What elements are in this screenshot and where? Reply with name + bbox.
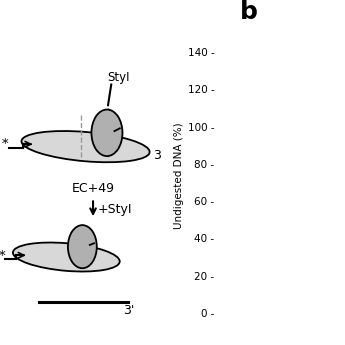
- Text: 3: 3: [153, 149, 161, 162]
- Text: +StyI: +StyI: [97, 203, 132, 216]
- Ellipse shape: [13, 243, 120, 272]
- Text: StyI: StyI: [107, 71, 130, 84]
- Text: b: b: [240, 0, 258, 24]
- Text: *: *: [2, 138, 9, 151]
- Ellipse shape: [68, 225, 97, 268]
- Ellipse shape: [91, 110, 122, 156]
- Y-axis label: Undigested DNA (%): Undigested DNA (%): [174, 122, 184, 229]
- Text: EC+49: EC+49: [71, 181, 115, 195]
- Text: 3': 3': [123, 304, 134, 317]
- Ellipse shape: [21, 131, 150, 162]
- Text: *: *: [0, 250, 6, 263]
